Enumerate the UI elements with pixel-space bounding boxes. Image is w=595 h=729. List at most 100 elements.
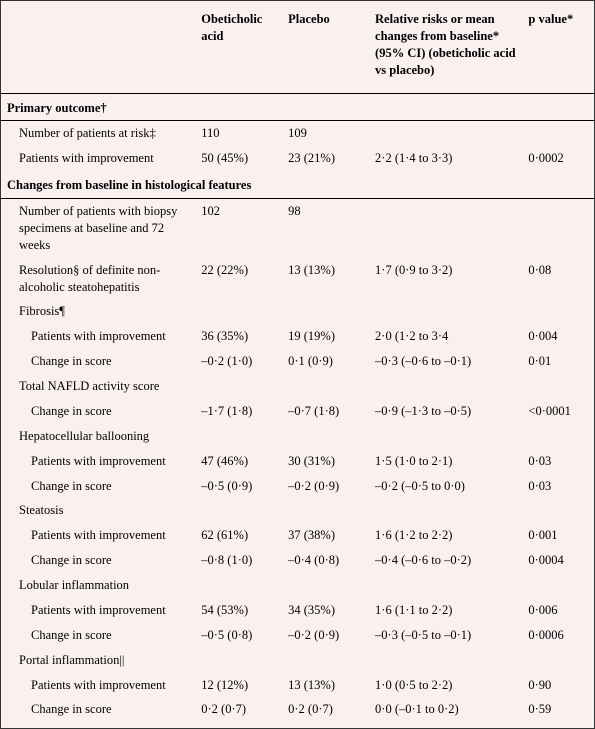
cell-p: 0·0004 [522,548,594,573]
row-label: Patients with improvement [1,673,195,698]
cell-p: 0·01 [522,349,594,374]
cell-rr [369,573,522,598]
cell-placebo: 34 (35%) [282,598,369,623]
row-label: Change in score [1,548,195,573]
cell-oca: 12 (12%) [195,673,282,698]
cell-placebo [282,648,369,673]
cell-p: 0·0006 [522,623,594,648]
cell-rr: 2·2 (1·4 to 3·3) [369,146,522,171]
cell-placebo: –0·2 (0·9) [282,623,369,648]
cell-oca [195,299,282,324]
row-label: Change in score [1,474,195,499]
table-row: Change in score–1·7 (1·8)–0·7 (1·8)–0·9 … [1,399,594,424]
table-row: Patients with improvement62 (61%)37 (38%… [1,523,594,548]
cell-placebo: 23 (21%) [282,146,369,171]
table-row: Portal inflammation|| [1,648,594,673]
row-label: Resolution§ of definite non-alcoholic st… [1,258,195,300]
cell-oca: 36 (35%) [195,324,282,349]
cell-oca [195,374,282,399]
table-row: Patients with improvement12 (12%)13 (13%… [1,673,594,698]
cell-oca: 50 (45%) [195,146,282,171]
table-row: Hepatocellular ballooning [1,424,594,449]
row-label: Change in score [1,697,195,728]
cell-rr: 1·0 (0·5 to 2·2) [369,673,522,698]
cell-oca: –0·8 (1·0) [195,548,282,573]
cell-p: 0·001 [522,523,594,548]
cell-rr [369,374,522,399]
row-label: Patients with improvement [1,324,195,349]
cell-oca: –0·5 (0·8) [195,623,282,648]
table-row: Patients with improvement36 (35%)19 (19%… [1,324,594,349]
section-title: Primary outcome† [1,93,594,121]
table-row: Total NAFLD activity score [1,374,594,399]
cell-p [522,199,594,258]
row-label: Total NAFLD activity score [1,374,195,399]
section-title: Changes from baseline in histological fe… [1,171,594,198]
cell-oca: 22 (22%) [195,258,282,300]
row-label: Patients with improvement [1,598,195,623]
cell-p: <0·0001 [522,399,594,424]
cell-p: 0·08 [522,258,594,300]
col-pvalue: p value* [522,1,594,93]
row-label: Change in score [1,623,195,648]
cell-p: 0·03 [522,449,594,474]
col-relative-risk: Relative risks or mean changes from base… [369,1,522,93]
table-row: Steatosis [1,498,594,523]
row-label: Patients with improvement [1,146,195,171]
cell-oca: 110 [195,121,282,146]
cell-p: 0·03 [522,474,594,499]
cell-oca: 54 (53%) [195,598,282,623]
table-body: Primary outcome†Number of patients at ri… [1,93,594,728]
cell-oca [195,424,282,449]
table-row: Change in score0·2 (0·7)0·2 (0·7)0·0 (–0… [1,697,594,728]
cell-placebo: –0·4 (0·8) [282,548,369,573]
cell-p [522,573,594,598]
table-row: Patients with improvement47 (46%)30 (31%… [1,449,594,474]
col-obeticholic: Obeticholic acid [195,1,282,93]
cell-rr: –0·2 (–0·5 to 0·0) [369,474,522,499]
cell-p: 0·004 [522,324,594,349]
table-row: Number of patients at risk‡110109 [1,121,594,146]
cell-rr [369,121,522,146]
cell-placebo [282,424,369,449]
cell-placebo [282,573,369,598]
cell-oca: 47 (46%) [195,449,282,474]
table-row: Change in score–0·5 (0·8)–0·2 (0·9)–0·3 … [1,623,594,648]
cell-placebo: 30 (31%) [282,449,369,474]
cell-oca: –0·2 (1·0) [195,349,282,374]
cell-oca [195,648,282,673]
cell-p: 0·006 [522,598,594,623]
table-row: Fibrosis¶ [1,299,594,324]
cell-p [522,121,594,146]
row-label: Fibrosis¶ [1,299,195,324]
cell-oca: 0·2 (0·7) [195,697,282,728]
cell-p [522,374,594,399]
cell-rr: 0·0 (–0·1 to 0·2) [369,697,522,728]
cell-rr [369,299,522,324]
cell-placebo [282,498,369,523]
cell-p [522,498,594,523]
cell-placebo: 19 (19%) [282,324,369,349]
table-row: Patients with improvement54 (53%)34 (35%… [1,598,594,623]
cell-rr: –0·9 (–1·3 to –0·5) [369,399,522,424]
table-row: Change in score–0·5 (0·9)–0·2 (0·9)–0·2 … [1,474,594,499]
cell-placebo: 13 (13%) [282,258,369,300]
cell-rr [369,498,522,523]
cell-oca [195,498,282,523]
col-placebo: Placebo [282,1,369,93]
cell-p [522,424,594,449]
row-label: Steatosis [1,498,195,523]
row-label: Change in score [1,349,195,374]
table-row: Lobular inflammation [1,573,594,598]
col-stub [1,1,195,93]
cell-rr: –0·3 (–0·6 to –0·1) [369,349,522,374]
row-label: Lobular inflammation [1,573,195,598]
cell-oca: –1·7 (1·8) [195,399,282,424]
cell-p [522,299,594,324]
cell-placebo: 109 [282,121,369,146]
cell-rr: 1·6 (1·1 to 2·2) [369,598,522,623]
data-table: Obeticholic acid Placebo Relative risks … [1,1,594,728]
cell-placebo [282,374,369,399]
clinical-results-table: Obeticholic acid Placebo Relative risks … [0,0,595,729]
cell-p: 0·90 [522,673,594,698]
